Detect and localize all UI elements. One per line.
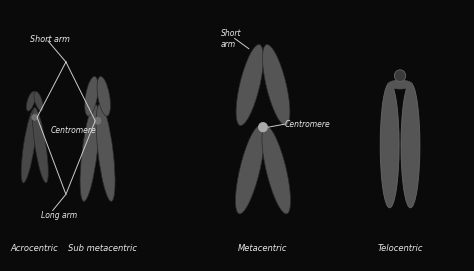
Circle shape [394, 70, 406, 82]
Ellipse shape [401, 83, 420, 208]
Ellipse shape [21, 108, 37, 183]
Text: Long arm: Long arm [41, 211, 77, 220]
Text: Acrocentric: Acrocentric [11, 244, 59, 253]
Ellipse shape [262, 126, 291, 214]
Circle shape [94, 118, 100, 124]
Text: Centromere: Centromere [50, 126, 96, 135]
Circle shape [32, 115, 37, 120]
Ellipse shape [34, 91, 43, 111]
Ellipse shape [97, 76, 110, 116]
Text: Centromere: Centromere [284, 120, 330, 129]
Ellipse shape [263, 44, 290, 125]
Text: Sub metacentric: Sub metacentric [68, 244, 137, 253]
Text: Short arm: Short arm [30, 35, 70, 44]
Ellipse shape [85, 76, 98, 116]
Ellipse shape [236, 44, 264, 125]
Ellipse shape [96, 104, 115, 201]
Ellipse shape [236, 126, 264, 214]
Ellipse shape [33, 108, 48, 183]
Ellipse shape [380, 83, 399, 208]
Text: Telocentric: Telocentric [377, 244, 423, 253]
Ellipse shape [27, 91, 36, 111]
Ellipse shape [388, 80, 412, 89]
Circle shape [259, 123, 267, 132]
Text: Short
arm: Short arm [220, 29, 241, 49]
Text: Metacentric: Metacentric [238, 244, 288, 253]
Ellipse shape [80, 104, 99, 201]
